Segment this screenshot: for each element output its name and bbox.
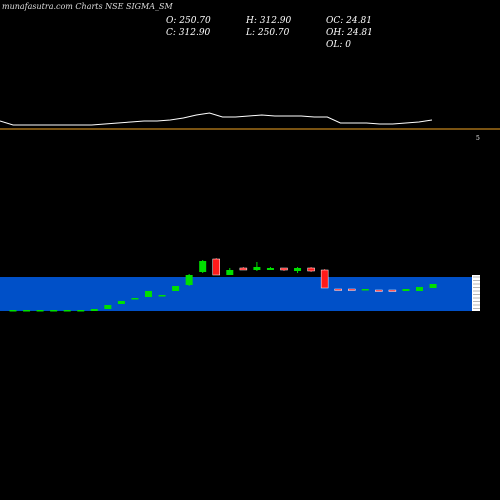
- candle: [239, 267, 248, 271]
- candle-body-up: [266, 268, 274, 270]
- low-value: L: 250.70: [246, 28, 290, 38]
- candle: [172, 286, 180, 291]
- candle: [361, 289, 369, 291]
- candle: [212, 258, 220, 276]
- candle: [9, 310, 17, 312]
- oh-value: OH: 24.81: [326, 28, 373, 38]
- candle: [280, 267, 288, 271]
- price-line-panel: 5: [0, 112, 500, 142]
- candle: [253, 262, 261, 271]
- candle-body-up: [253, 267, 261, 270]
- candle: [416, 287, 423, 291]
- candle: [429, 284, 437, 288]
- oc-value: OC: 24.81: [326, 16, 372, 26]
- candle: [348, 288, 356, 291]
- candle: [36, 310, 44, 312]
- candle-body-up: [361, 289, 369, 291]
- high-value: H: 312.90: [246, 16, 292, 26]
- candle: [131, 298, 139, 300]
- candle-body-up: [402, 289, 410, 291]
- candle: [90, 309, 98, 311]
- candle-body-up: [9, 310, 17, 312]
- candle-body-down: [320, 269, 329, 289]
- candle-body-up: [199, 261, 207, 272]
- candle-body-up: [158, 295, 166, 297]
- right-scale: [472, 275, 480, 311]
- candle-body-up: [77, 310, 85, 312]
- candlestick-panel: [0, 277, 473, 311]
- candle: [266, 267, 274, 270]
- candle-body-up: [172, 286, 180, 291]
- candle-body-down: [334, 288, 342, 291]
- candle-body-up: [36, 310, 44, 312]
- candle-body-up: [50, 310, 58, 312]
- candle-body-up: [131, 298, 139, 300]
- candle: [23, 310, 31, 312]
- candle-body-up: [226, 270, 234, 275]
- candle: [226, 268, 234, 275]
- chart-title: munafasutra.com Charts NSE SIGMA_SM: [2, 2, 173, 11]
- candle-body-down: [212, 258, 220, 276]
- candle-body-down: [239, 267, 248, 271]
- candle: [375, 289, 383, 292]
- candle-body-up: [117, 301, 125, 304]
- candle-body-up: [429, 284, 437, 288]
- candle-body-down: [375, 289, 383, 292]
- candle: [145, 291, 152, 297]
- candle-body-up: [104, 305, 112, 309]
- candle-body-up: [90, 309, 98, 311]
- candle-body-up: [185, 275, 193, 285]
- candle-body-up: [23, 310, 31, 312]
- candle: [117, 301, 125, 304]
- candle: [185, 274, 193, 286]
- axis-tick-label: 5: [476, 135, 480, 142]
- candle: [388, 289, 397, 292]
- candle-body-up: [416, 287, 423, 291]
- candle: [320, 269, 329, 289]
- candle-body-down: [307, 267, 315, 272]
- candle: [50, 310, 58, 312]
- close-value: C: 312.90: [166, 28, 211, 38]
- open-value: O: 250.70: [166, 16, 211, 26]
- candle: [294, 267, 302, 273]
- candle: [63, 310, 71, 312]
- candle: [402, 289, 410, 291]
- candle-body-up: [63, 310, 71, 312]
- candle-body-down: [280, 267, 288, 271]
- price-line: [0, 112, 433, 126]
- candle: [104, 305, 112, 309]
- candle-body-up: [145, 291, 152, 297]
- scale-strip: [472, 275, 480, 311]
- candle-body-up: [294, 268, 302, 271]
- candle: [77, 310, 85, 312]
- candle-body-down: [348, 288, 356, 291]
- candles-layer: [9, 258, 437, 312]
- candle: [307, 267, 315, 272]
- candle: [334, 288, 342, 291]
- candle-body-down: [388, 289, 397, 292]
- candle: [158, 295, 166, 297]
- ol-value: OL: 0: [326, 40, 351, 50]
- candle: [199, 260, 207, 273]
